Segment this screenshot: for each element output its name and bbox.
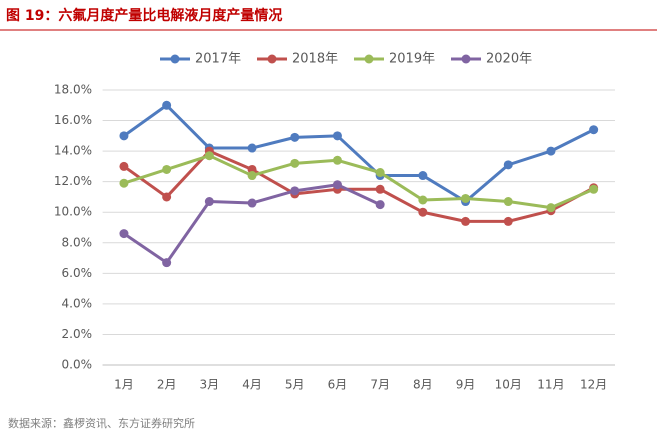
y-tick-label: 16.0% <box>54 113 92 127</box>
data-point <box>589 125 599 135</box>
data-point <box>119 131 129 141</box>
data-point <box>503 197 513 207</box>
legend-label: 2018年 <box>292 52 338 67</box>
y-tick-label: 6.0% <box>62 266 93 280</box>
y-tick-label: 12.0% <box>54 174 92 188</box>
data-point <box>418 207 428 217</box>
data-point <box>119 161 129 171</box>
data-point <box>119 229 129 239</box>
legend-marker <box>364 54 374 64</box>
x-tick-label: 12月 <box>580 378 607 392</box>
legend-marker <box>170 54 180 64</box>
data-point <box>589 184 599 194</box>
x-tick-label: 6月 <box>328 378 348 392</box>
chart-title: 图 19：六氟月度产量比电解液月度产量情况 <box>6 7 282 24</box>
series-line <box>123 154 595 210</box>
data-point <box>204 151 214 161</box>
data-point <box>162 192 172 202</box>
data-point <box>375 184 385 194</box>
data-point <box>503 160 513 170</box>
source-note: 数据来源：鑫椤资讯、东方证券研究所 <box>8 416 195 430</box>
data-point <box>247 198 257 208</box>
legend-marker <box>267 54 277 64</box>
y-tick-label: 4.0% <box>62 296 93 310</box>
legend-label: 2019年 <box>389 52 435 67</box>
data-point <box>162 258 172 268</box>
data-point <box>290 132 300 142</box>
y-tick-label: 8.0% <box>62 235 93 249</box>
data-point <box>332 131 342 141</box>
x-tick-label: 4月 <box>242 378 262 392</box>
data-point <box>162 100 172 110</box>
x-tick-label: 3月 <box>200 378 220 392</box>
data-point <box>546 146 556 156</box>
x-tick-label: 5月 <box>285 378 305 392</box>
x-tick-label: 11月 <box>537 378 564 392</box>
x-tick-label: 7月 <box>370 378 390 392</box>
data-point <box>119 178 129 188</box>
data-point <box>418 195 428 205</box>
legend-label: 2017年 <box>195 52 241 67</box>
y-tick-label: 0.0% <box>62 358 93 372</box>
y-tick-label: 10.0% <box>54 205 92 219</box>
legend-marker <box>461 54 471 64</box>
y-tick-label: 2.0% <box>62 327 93 341</box>
x-tick-label: 1月 <box>114 378 134 392</box>
data-point <box>461 216 471 226</box>
x-tick-label: 9月 <box>456 378 476 392</box>
data-point <box>247 143 257 153</box>
data-point <box>204 197 214 207</box>
x-tick-label: 2月 <box>157 378 177 392</box>
data-point <box>375 200 385 210</box>
y-tick-label: 18.0% <box>54 83 92 97</box>
data-point <box>418 171 428 181</box>
series-line <box>123 103 595 204</box>
x-tick-label: 8月 <box>413 378 433 392</box>
data-point <box>375 168 385 177</box>
data-point <box>332 155 342 165</box>
data-point <box>332 180 342 190</box>
data-point <box>290 158 300 168</box>
data-point <box>290 186 300 196</box>
data-point <box>247 171 257 181</box>
y-tick-label: 14.0% <box>54 144 92 158</box>
x-tick-label: 10月 <box>495 378 522 392</box>
data-point <box>461 193 471 203</box>
data-point <box>162 164 172 174</box>
data-point <box>503 216 513 226</box>
legend-label: 2020年 <box>486 52 532 67</box>
data-point <box>546 203 556 213</box>
